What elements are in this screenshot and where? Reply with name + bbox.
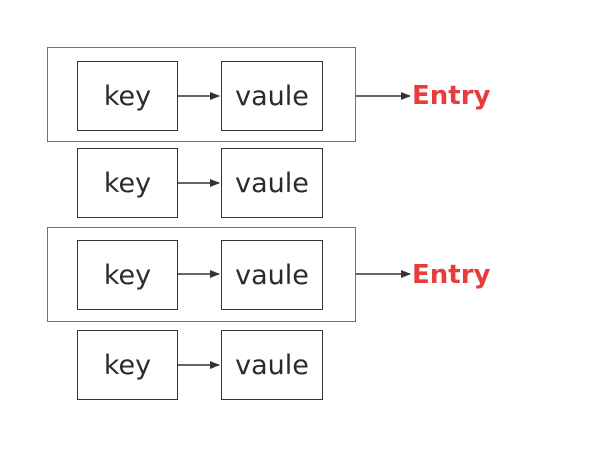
value-box: vaule — [221, 61, 323, 131]
entry-group-frame — [47, 227, 356, 322]
key-box: key — [77, 240, 178, 310]
value-box: vaule — [221, 330, 323, 400]
entry-label: Entry — [412, 260, 491, 290]
value-box: vaule — [221, 240, 323, 310]
key-box: key — [77, 330, 178, 400]
key-box: key — [77, 61, 178, 131]
entry-label: Entry — [412, 81, 491, 111]
entry-group-frame — [47, 47, 356, 142]
key-box: key — [77, 148, 178, 218]
value-box: vaule — [221, 148, 323, 218]
